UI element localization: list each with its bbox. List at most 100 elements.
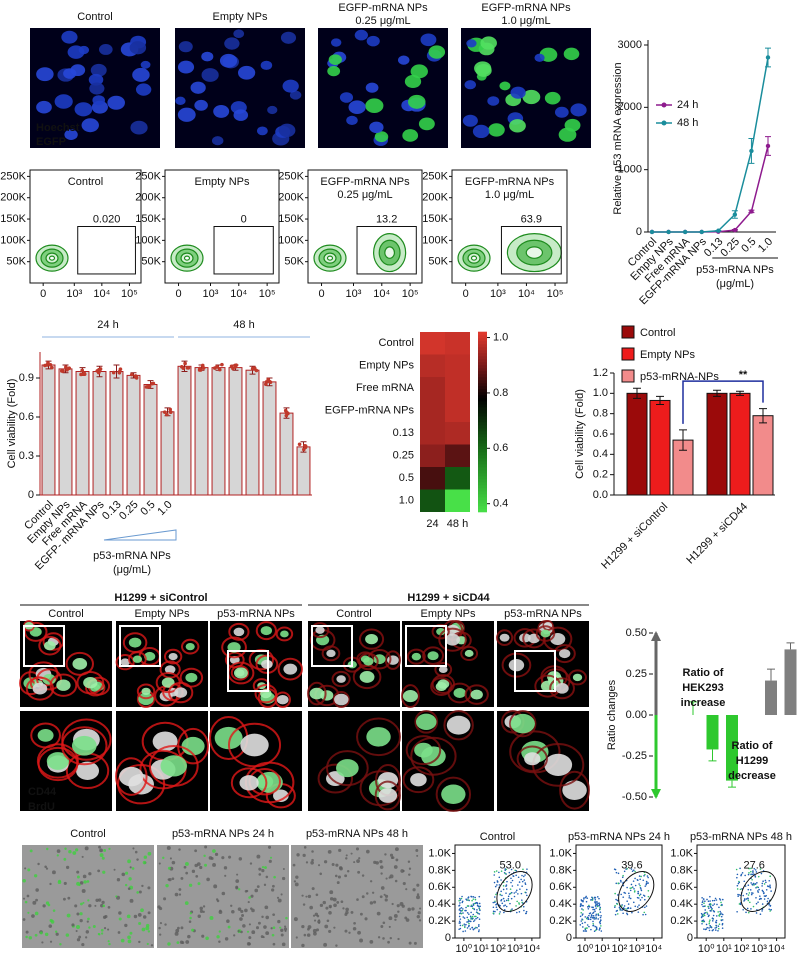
- cell-nucleus: [346, 116, 358, 125]
- event: [648, 890, 650, 892]
- cell: [51, 920, 55, 924]
- cell: [81, 943, 84, 946]
- cell: [313, 929, 317, 933]
- cell: [185, 940, 189, 944]
- y-tick-label: 200K: [422, 192, 448, 204]
- event: [637, 891, 639, 893]
- cell-nucleus: [107, 96, 125, 110]
- event: [465, 898, 467, 900]
- panel-title: EGFP-mRNA NPs: [320, 176, 410, 188]
- cell: [390, 937, 392, 939]
- cell: [167, 846, 171, 850]
- event: [644, 907, 646, 909]
- y-tick-label: 250K: [278, 170, 304, 182]
- image-title: Empty NPs: [212, 11, 268, 23]
- y-tick-label: 0.6K: [670, 881, 693, 893]
- cell: [170, 857, 172, 859]
- event: [757, 890, 759, 892]
- cell: [345, 857, 347, 859]
- event: [522, 869, 524, 871]
- replicate-dot: [285, 411, 289, 415]
- channel-legend: Hoechst: [36, 122, 80, 134]
- cell: [280, 929, 283, 932]
- y-tick-label: 250K: [422, 170, 448, 182]
- event: [701, 897, 703, 899]
- cell: [48, 924, 52, 928]
- event: [521, 875, 523, 877]
- group-title: H1299 + siControl: [114, 592, 207, 604]
- cell: [225, 937, 228, 940]
- event: [597, 914, 599, 916]
- cell: [318, 919, 320, 921]
- cell-nucleus: [559, 128, 577, 142]
- cell: [85, 846, 89, 850]
- bar: [246, 370, 259, 495]
- cell-nucleus: [280, 631, 289, 638]
- cell: [25, 936, 27, 938]
- event: [499, 877, 501, 879]
- cell: [82, 889, 86, 893]
- event: [746, 898, 748, 900]
- colorbar-tick-label: 0.4: [493, 498, 508, 510]
- cell: [138, 941, 140, 943]
- cell: [271, 888, 274, 891]
- cell: [308, 895, 311, 898]
- replicate-dot: [148, 385, 152, 389]
- event: [737, 874, 739, 876]
- cell-nucleus: [326, 650, 335, 657]
- replicate-dot: [43, 364, 47, 368]
- event: [634, 890, 636, 892]
- cell: [325, 907, 328, 910]
- event: [512, 880, 514, 882]
- cell: [394, 919, 396, 921]
- cell: [362, 895, 365, 898]
- cell-nucleus: [403, 690, 418, 702]
- cell: [328, 930, 331, 933]
- event: [712, 929, 714, 931]
- event: [466, 917, 468, 919]
- heat-cell: [420, 355, 445, 378]
- event: [645, 914, 647, 916]
- cell: [104, 927, 106, 929]
- event: [600, 925, 602, 927]
- cell: [103, 916, 106, 919]
- cell: [63, 898, 66, 901]
- event: [479, 903, 481, 905]
- event: [736, 911, 738, 913]
- y-tick-label: 50K: [141, 256, 161, 268]
- event: [715, 925, 717, 927]
- cell: [159, 907, 162, 910]
- x-tick-label: 10⁰: [698, 943, 715, 954]
- x-tick-label: H1299 + siControl: [599, 501, 670, 572]
- event: [509, 893, 511, 895]
- cell: [98, 846, 101, 849]
- cell: [45, 933, 48, 936]
- event: [595, 907, 597, 909]
- cell: [384, 853, 386, 855]
- event: [639, 878, 641, 880]
- x-tick-label: 10³: [751, 943, 767, 954]
- event: [709, 896, 711, 898]
- cell: [37, 863, 39, 865]
- significance-label: **: [739, 369, 748, 381]
- cell-nucleus: [44, 641, 56, 650]
- event: [476, 911, 478, 913]
- cell: [79, 912, 82, 915]
- event: [737, 885, 739, 887]
- event: [593, 918, 595, 920]
- cell: [94, 905, 96, 907]
- event: [704, 909, 706, 911]
- cell-nucleus: [83, 677, 97, 688]
- event: [616, 910, 618, 912]
- cell: [138, 913, 142, 917]
- event: [472, 916, 474, 918]
- cell: [101, 932, 103, 934]
- event: [721, 920, 723, 922]
- event: [712, 904, 714, 906]
- cell: [125, 872, 128, 875]
- event: [709, 921, 711, 923]
- group-label: 24 h: [97, 319, 118, 331]
- event: [517, 893, 519, 895]
- x-tick-label: 10¹: [473, 943, 489, 954]
- event: [479, 910, 481, 912]
